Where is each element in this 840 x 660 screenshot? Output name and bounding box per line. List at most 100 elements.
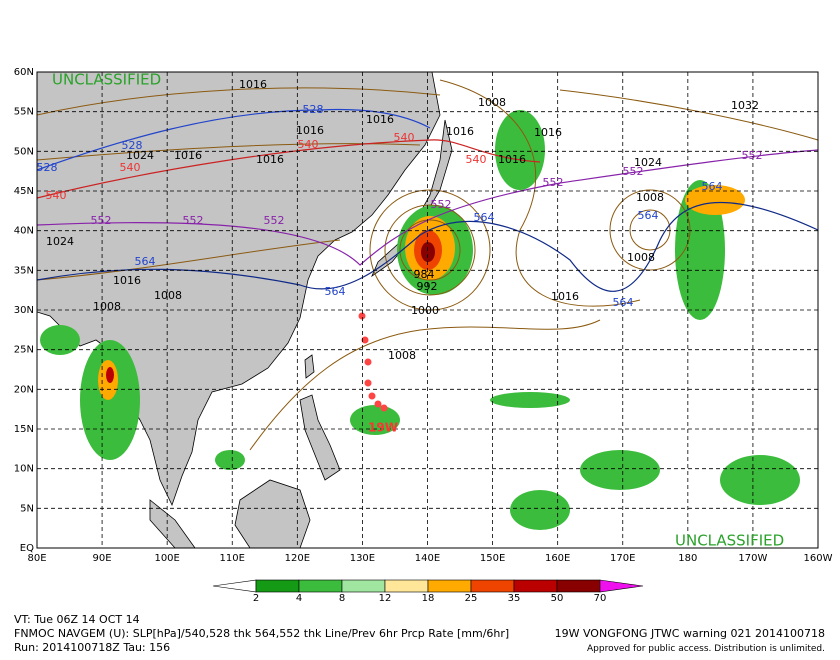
grid (37, 72, 818, 548)
contour-label: 564 (613, 296, 634, 309)
contour-label: 1024 (46, 235, 74, 248)
lon-label: 110E (220, 553, 245, 564)
lon-label: 100E (154, 553, 179, 564)
colorbar-segment (384, 579, 429, 593)
contour-label: 1016 (534, 126, 562, 139)
lon-label: 150E (480, 553, 505, 564)
contour-label: 1008 (478, 96, 506, 109)
description: FNMOC NAVGEM (U): SLP[hPa]/540,528 thk 5… (14, 627, 509, 640)
contour-label: 540 (298, 138, 319, 151)
contour-label: 1008 (388, 349, 416, 362)
lat-label: 50N (14, 146, 34, 157)
lon-label: 170E (610, 553, 635, 564)
colorbar-segment (298, 579, 343, 593)
contour-label: 1016 (551, 290, 579, 303)
colorbar-label: 50 (551, 593, 564, 604)
contour-label: 552 (543, 176, 564, 189)
colorbar-label: 8 (339, 593, 345, 604)
contour-label: 1000 (411, 304, 439, 317)
map-border (36, 71, 819, 549)
contour-label: 1016 (446, 125, 474, 138)
precipitation (40, 110, 800, 530)
thickness-564 (36, 201, 819, 292)
contour-label: 552 (264, 214, 285, 227)
contour-label: 564 (702, 180, 723, 193)
colorbar-label: 12 (379, 593, 392, 604)
lon-label: 130E (350, 553, 375, 564)
lon-label: 170W (738, 553, 767, 564)
colorbar-label: 35 (508, 593, 521, 604)
contour-label: 552 (742, 149, 763, 162)
lon-label: 180 (678, 553, 697, 564)
contour-label: 1016 (498, 153, 526, 166)
lat-label: 20N (14, 384, 34, 395)
contour-label: 1016 (256, 153, 284, 166)
colorbar-under (212, 579, 257, 593)
thickness-540 (36, 139, 541, 199)
contour-label: 528 (37, 161, 58, 174)
contour-labels: 1016 1016 1016 1016 1016 1016 1016 1016 1016 1016… (37, 78, 763, 362)
release: Approved for public access. Distribution… (587, 644, 825, 654)
lat-label: 10N (14, 464, 34, 475)
contour-label: 1016 (113, 274, 141, 287)
contour-label: 540 (46, 189, 67, 202)
footer: VT: Tue 06Z 14 OCT 14 FNMOC NAVGEM (U): … (14, 613, 825, 654)
lat-label: EQ (20, 543, 34, 554)
colorbar-over (599, 579, 644, 593)
contour-label: 1008 (627, 251, 655, 264)
contour-label: 564 (135, 255, 156, 268)
lat-label: 55N (14, 107, 34, 118)
lat-label: 35N (14, 265, 34, 276)
colorbar-label: 4 (296, 593, 302, 604)
contour-label: 1008 (636, 191, 664, 204)
lat-label: 45N (14, 186, 34, 197)
contour-label: 1008 (93, 300, 121, 313)
contour-label: 540 (120, 161, 141, 174)
lon-label: 90E (93, 553, 112, 564)
lon-label: 160W (804, 553, 833, 564)
contour-label: 528 (303, 103, 324, 116)
contour-label: 1016 (296, 124, 324, 137)
map: UNCLASSIFIED UNCLASSIFIED 19W 1016 1016 10… (36, 71, 819, 550)
philippines (299, 394, 341, 481)
lat-label: 25N (14, 345, 34, 356)
colorbar-label: 70 (594, 593, 607, 604)
colorbar: 2 4 8 12 18 25 35 50 70 (212, 579, 644, 604)
contour-label: 564 (638, 209, 659, 222)
colorbar-segment (427, 579, 472, 593)
lat-label: 15N (14, 424, 34, 435)
contour-label: 552 (91, 214, 112, 227)
contour-label: 564 (325, 285, 346, 298)
colorbar-segment (341, 579, 386, 593)
classification-top: UNCLASSIFIED (52, 71, 161, 89)
classification-bottom: UNCLASSIFIED (675, 532, 784, 550)
storm-label: 19W (368, 421, 398, 435)
colorbar-label: 2 (253, 593, 259, 604)
taiwan (304, 354, 315, 379)
contour-label: 540 (466, 153, 487, 166)
contour-label: 1024 (634, 156, 662, 169)
lat-label: 5N (20, 503, 34, 514)
contour-label: 564 (474, 211, 495, 224)
storm-track (358, 312, 388, 412)
colorbar-segment (255, 579, 300, 593)
contour-label: 984 (414, 268, 435, 281)
lon-label: 160E (545, 553, 570, 564)
contour-label: 1032 (731, 99, 759, 112)
lat-label: 60N (14, 67, 34, 78)
colorbar-segment (556, 579, 601, 593)
lat-label: 30N (14, 305, 34, 316)
lon-label: 80E (27, 553, 46, 564)
thickness-552 (36, 149, 819, 266)
contour-label: 992 (417, 280, 438, 293)
contour-label: 528 (122, 139, 143, 152)
contour-label: 1016 (174, 149, 202, 162)
run-info: Run: 2014100718Z Tau: 156 (14, 641, 170, 654)
contour-label: 540 (394, 131, 415, 144)
contour-label: 552 (431, 198, 452, 211)
warning: 19W VONGFONG JTWC warning 021 2014100718 (555, 627, 825, 640)
colorbar-segment (513, 579, 558, 593)
contour-label: 1016 (366, 113, 394, 126)
borneo (234, 479, 311, 549)
